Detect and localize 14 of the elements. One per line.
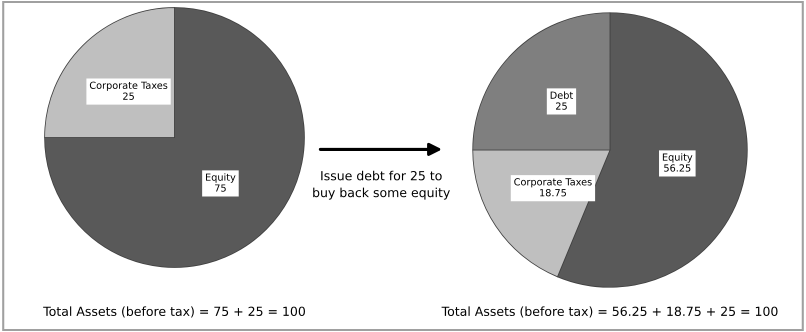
data-label: 25 — [123, 92, 134, 100]
data-label: 18.75 — [540, 189, 566, 196]
text: Issue debt for 25 to buy back some equity — [313, 170, 450, 200]
slice-label: Equity — [206, 173, 236, 183]
pie-slice — [44, 7, 305, 268]
slice-label: Equity — [662, 153, 692, 163]
slice-label: Corporate Taxes — [514, 178, 592, 188]
data-label: 56.25 — [664, 164, 690, 172]
data-label: 75 — [215, 184, 226, 192]
slice-label: Debt — [550, 91, 573, 99]
data-label: 25 — [556, 102, 567, 110]
text: Total Assets (before tax) = 56.25 + 18.75 + 25 = 100 — [442, 306, 778, 318]
slice-label: Corporate Taxes — [90, 82, 168, 91]
text: Total Assets (before tax) = 75 + 25 = 100 — [43, 306, 305, 318]
